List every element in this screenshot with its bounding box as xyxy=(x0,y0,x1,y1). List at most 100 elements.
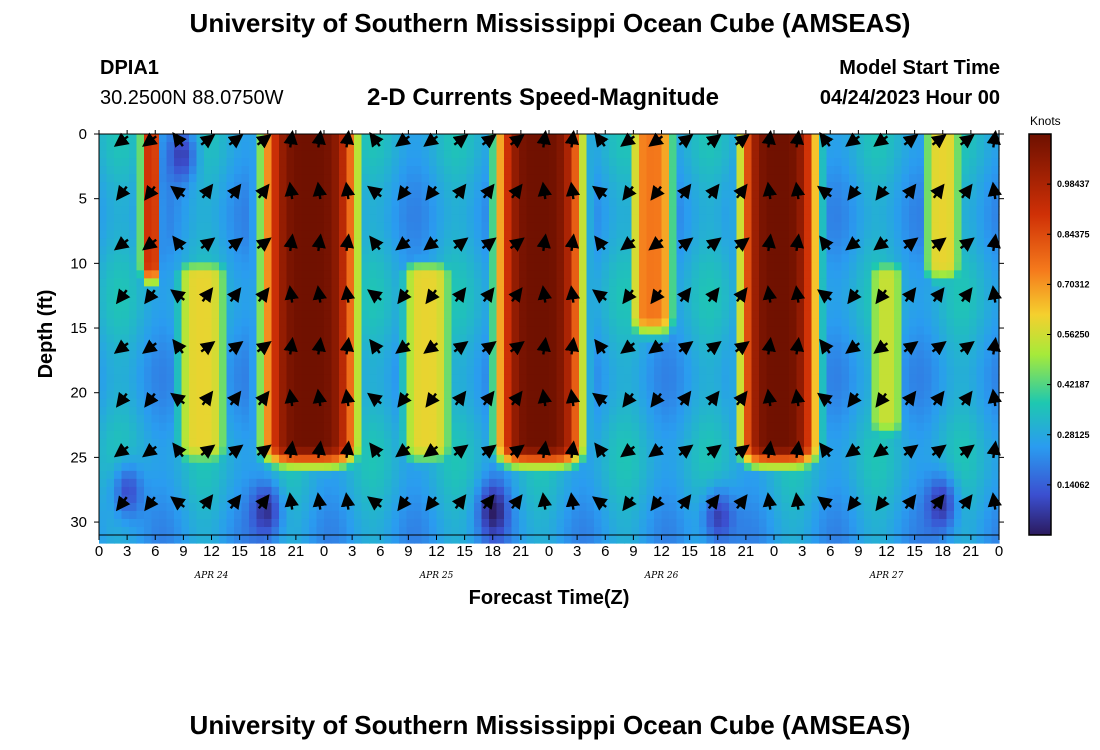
heat-cell xyxy=(474,454,483,464)
heat-cell xyxy=(451,150,460,159)
heat-cell xyxy=(444,406,453,416)
heat-cell xyxy=(811,342,820,352)
heat-cell xyxy=(564,214,573,223)
heat-cell xyxy=(391,382,400,392)
heat-cell xyxy=(729,222,738,231)
heat-cell xyxy=(489,198,498,207)
heat-cell xyxy=(811,350,820,360)
heat-cell xyxy=(661,142,670,151)
heat-cell xyxy=(601,214,610,223)
heat-cell xyxy=(774,190,783,199)
heat-cell xyxy=(324,350,333,360)
heat-cell xyxy=(579,502,588,512)
heat-cell xyxy=(391,358,400,368)
heat-cell xyxy=(376,438,385,448)
heat-cell xyxy=(646,150,655,159)
heat-cell xyxy=(301,374,310,384)
heat-cell xyxy=(429,518,438,528)
heat-cell xyxy=(609,438,618,448)
heat-cell xyxy=(339,190,348,199)
heat-cell xyxy=(271,254,280,263)
heat-cell xyxy=(601,230,610,239)
heat-cell xyxy=(294,526,303,536)
heat-cell xyxy=(601,430,610,440)
heat-cell xyxy=(556,414,565,424)
heat-cell xyxy=(676,526,685,536)
heat-cell xyxy=(534,222,543,231)
heat-cell xyxy=(699,286,708,295)
heat-cell xyxy=(339,134,348,143)
heat-cell xyxy=(451,390,460,400)
heat-cell xyxy=(369,142,378,151)
heat-cell xyxy=(226,535,235,544)
heat-cell xyxy=(414,390,423,400)
heat-cell xyxy=(144,310,153,320)
heat-cell xyxy=(196,318,205,328)
heat-cell xyxy=(714,190,723,199)
heat-cell xyxy=(481,414,490,424)
heat-cell xyxy=(226,222,235,231)
heat-cell xyxy=(616,470,625,480)
heat-cell xyxy=(579,190,588,199)
heat-cell xyxy=(249,502,258,512)
heat-cell xyxy=(459,230,468,239)
heat-cell xyxy=(369,414,378,424)
heat-cell xyxy=(571,462,580,472)
heat-cell xyxy=(166,350,175,360)
heat-cell xyxy=(309,190,318,199)
heat-cell xyxy=(646,198,655,207)
heat-cell xyxy=(766,486,775,496)
heat-cell xyxy=(519,182,528,191)
heat-cell xyxy=(211,166,220,175)
heat-cell xyxy=(541,350,550,360)
heat-cell xyxy=(151,478,160,488)
heat-cell xyxy=(481,526,490,536)
heat-cell xyxy=(429,262,438,271)
heat-cell xyxy=(234,302,243,312)
heat-cell xyxy=(196,350,205,360)
heat-cell xyxy=(181,446,190,456)
heat-cell xyxy=(661,342,670,352)
heat-cell xyxy=(811,166,820,175)
heat-cell xyxy=(759,318,768,328)
heat-cell xyxy=(361,174,370,183)
heat-cell xyxy=(211,414,220,424)
heat-cell xyxy=(706,478,715,488)
heat-cell xyxy=(721,502,730,512)
heat-cell xyxy=(564,278,573,287)
heat-cell xyxy=(249,302,258,312)
heat-cell xyxy=(736,270,745,279)
heat-cell xyxy=(541,310,550,320)
heat-cell xyxy=(774,350,783,360)
heat-cell xyxy=(616,486,625,496)
heat-cell xyxy=(369,358,378,368)
heat-cell xyxy=(571,430,580,440)
heat-cell xyxy=(399,454,408,464)
heat-cell xyxy=(766,438,775,448)
heat-cell xyxy=(99,462,108,472)
heat-cell xyxy=(436,502,445,512)
heat-cell xyxy=(106,230,115,239)
heat-cell xyxy=(699,454,708,464)
heat-cell xyxy=(616,358,625,368)
heat-cell xyxy=(804,342,813,352)
heat-cell xyxy=(549,142,558,151)
heat-cell xyxy=(564,134,573,143)
heat-cell xyxy=(684,222,693,231)
heat-cell xyxy=(781,150,790,159)
heat-cell xyxy=(579,310,588,320)
heat-cell xyxy=(99,510,108,520)
heat-cell xyxy=(714,478,723,488)
heat-cell xyxy=(226,422,235,432)
heat-cell xyxy=(219,462,228,472)
heat-cell xyxy=(639,478,648,488)
heat-cell xyxy=(751,398,760,408)
heat-cell xyxy=(264,462,273,472)
heat-cell xyxy=(459,302,468,312)
heat-cell xyxy=(639,166,648,175)
heat-cell xyxy=(399,406,408,416)
heat-cell xyxy=(234,526,243,536)
heat-cell xyxy=(271,350,280,360)
heat-cell xyxy=(759,190,768,199)
heat-cell xyxy=(271,390,280,400)
